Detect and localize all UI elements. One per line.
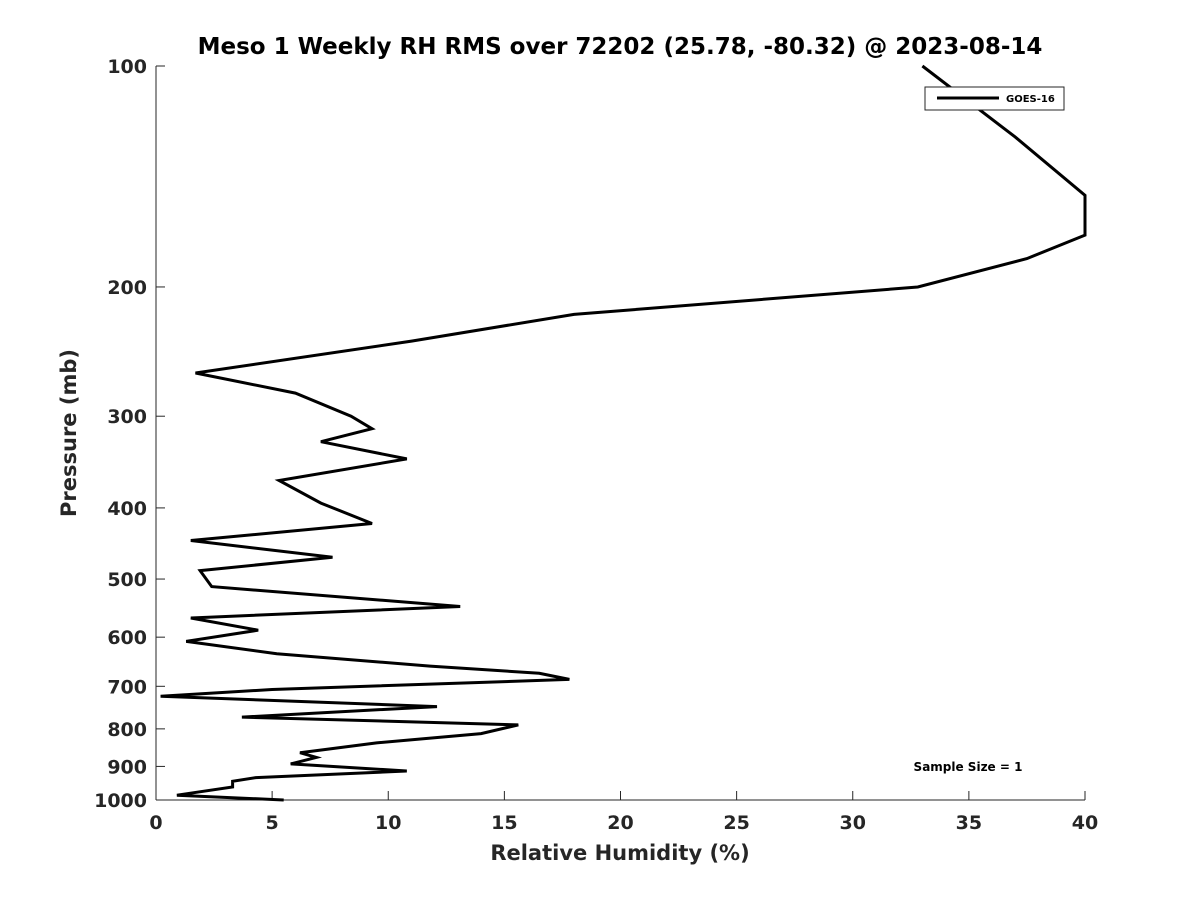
x-tick-label: 25: [723, 812, 749, 834]
x-tick-label: 0: [149, 812, 162, 834]
y-tick-label: 700: [107, 676, 147, 698]
y-tick-label: 500: [107, 569, 147, 591]
x-tick-label: 40: [1072, 812, 1098, 834]
series-line-goes-16: [160, 64, 1087, 802]
y-tick-label: 300: [107, 406, 147, 428]
y-tick-label: 600: [107, 627, 147, 649]
sample-size-annotation: Sample Size = 1: [914, 760, 1023, 774]
x-tick-label: 10: [375, 812, 401, 834]
y-tick-label: 400: [107, 498, 147, 520]
x-tick-label: 15: [491, 812, 517, 834]
x-axis-label: Relative Humidity (%): [490, 841, 749, 865]
y-ticks: 100 200 300 400 500 600 700 800 900 1000: [94, 56, 165, 812]
y-tick-label: 1000: [94, 790, 147, 812]
x-tick-label: 20: [607, 812, 633, 834]
legend-label: GOES-16: [1006, 94, 1055, 105]
x-ticks: 0 5 10 15 20 25 30 35 40: [149, 791, 1098, 834]
chart-title: Meso 1 Weekly RH RMS over 72202 (25.78, …: [198, 34, 1043, 60]
y-axis-label: Pressure (mb): [57, 349, 81, 517]
x-tick-label: 35: [956, 812, 982, 834]
y-tick-label: 800: [107, 719, 147, 741]
y-tick-label: 900: [107, 756, 147, 778]
x-tick-label: 30: [840, 812, 866, 834]
x-tick-label: 5: [266, 812, 279, 834]
series-layer: [160, 64, 1087, 802]
legend: GOES-16: [924, 86, 1065, 111]
y-tick-label: 200: [107, 277, 147, 299]
y-tick-label: 100: [107, 56, 147, 78]
